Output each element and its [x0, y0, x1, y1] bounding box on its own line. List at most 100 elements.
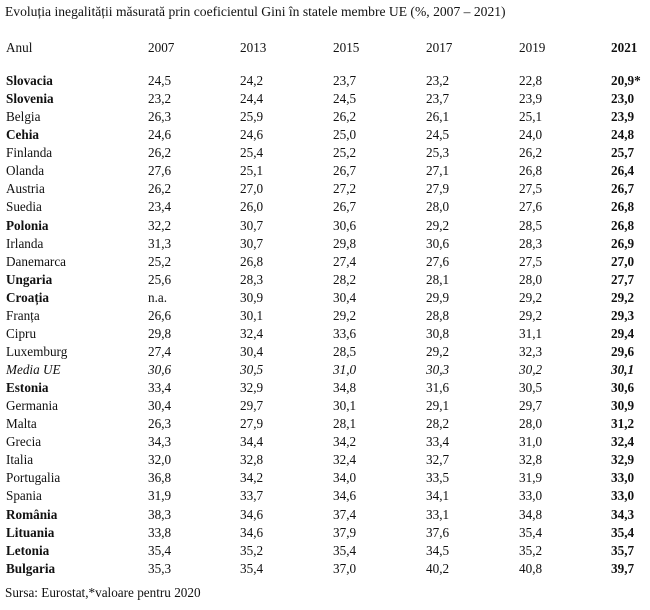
gini-value: 31,2: [611, 416, 635, 432]
gini-value: 28,5: [333, 343, 357, 359]
country-name: Franța: [6, 307, 40, 323]
source-note: Sursa: Eurostat,*valoare pentru 2020: [5, 585, 201, 600]
gini-value: 34,6: [240, 506, 264, 522]
gini-value: 35,7: [611, 542, 635, 558]
table-row: Luxemburg 27,4 30,4 28,5 29,2 32,3 29,6: [0, 343, 650, 361]
gini-value: 23,7: [426, 91, 450, 107]
country-name: Croația: [6, 289, 49, 305]
gini-value: 24,8: [611, 127, 635, 143]
gini-value: 34,1: [426, 488, 450, 504]
gini-value: 31,0: [333, 362, 357, 377]
gini-value: 25,3: [426, 145, 450, 161]
gini-value: 27,0: [240, 181, 264, 197]
gini-value: 28,0: [519, 271, 543, 287]
country-name: Olanda: [6, 163, 45, 179]
table-row: Finlanda 26,2 25,4 25,2 25,3 26,2 25,7: [0, 144, 650, 162]
gini-value: 33,1: [426, 506, 450, 522]
gini-value: 30,4: [240, 343, 264, 359]
gini-value: 27,6: [519, 199, 543, 215]
table-row: Slovacia 24,5 24,2 23,7 23,2 22,8 20,9*: [0, 72, 650, 90]
gini-value: 23,7: [333, 73, 357, 88]
gini-value: 26,8: [519, 163, 543, 179]
gini-value: 34,6: [333, 488, 357, 504]
gini-value: 34,2: [333, 434, 357, 450]
gini-value: 27,6: [426, 253, 450, 269]
country-name: Slovenia: [6, 91, 54, 107]
gini-value: 29,2: [426, 343, 450, 359]
gini-value: 24,4: [240, 91, 264, 107]
gini-value: 28,3: [519, 235, 543, 251]
gini-value: 34,2: [240, 470, 264, 486]
gini-value: 29,1: [426, 398, 450, 414]
header-2017: 2017: [426, 40, 453, 55]
gini-value: 33,0: [611, 488, 635, 504]
country-name: Estonia: [6, 380, 49, 396]
country-name: Finlanda: [6, 145, 53, 161]
header-2021: 2021: [611, 40, 638, 55]
gini-value: 25,2: [333, 145, 357, 161]
gini-value: 29,3: [611, 307, 635, 323]
gini-value: 34,8: [519, 506, 543, 522]
gini-value: 30,9: [611, 398, 635, 414]
country-name: Austria: [6, 181, 45, 197]
gini-value: 27,6: [148, 163, 172, 179]
gini-value: 29,6: [611, 343, 635, 359]
gini-value: 22,8: [519, 73, 543, 88]
gini-value: 25,0: [333, 127, 357, 143]
gini-value: 33,7: [240, 488, 264, 504]
gini-value: 30,2: [519, 362, 543, 377]
gini-value: 33,8: [148, 524, 172, 540]
gini-value: 25,2: [148, 253, 172, 269]
gini-value: 31,6: [426, 380, 450, 396]
gini-value: 26,6: [148, 307, 172, 323]
table-row: Ungaria 25,6 28,3 28,2 28,1 28,0 27,7: [0, 271, 650, 289]
header-year-label: Anul: [6, 40, 33, 55]
country-name: Belgia: [6, 109, 41, 125]
table-row: Polonia 32,2 30,7 30,6 29,2 28,5 26,8: [0, 217, 650, 235]
gini-value: 29,8: [333, 235, 357, 251]
country-name: Slovacia: [6, 73, 53, 88]
table-row: Italia 32,0 32,8 32,4 32,7 32,8 32,9: [0, 451, 650, 469]
gini-value: 27,9: [426, 181, 450, 197]
gini-value: 34,4: [240, 434, 264, 450]
gini-value: 32,4: [333, 452, 357, 468]
gini-value: 27,1: [426, 163, 450, 179]
gini-value: 34,0: [333, 470, 357, 486]
country-name: Cehia: [6, 127, 39, 143]
gini-value: 30,5: [240, 362, 264, 377]
gini-value: 26,2: [519, 145, 543, 161]
gini-value: 28,0: [426, 199, 450, 215]
country-name: Lituania: [6, 524, 55, 540]
gini-value: 37,6: [426, 524, 450, 540]
gini-value: 28,2: [426, 416, 450, 432]
gini-value: 30,5: [519, 380, 543, 396]
gini-value: 20,9*: [611, 73, 641, 88]
country-name: Portugalia: [6, 470, 61, 486]
gini-value: 30,7: [240, 217, 264, 233]
header-2015: 2015: [333, 40, 360, 55]
gini-value: 28,3: [240, 271, 264, 287]
gini-value: 27,2: [333, 181, 357, 197]
gini-value: 29,2: [426, 217, 450, 233]
table-row: Danemarca 25,2 26,8 27,4 27,6 27,5 27,0: [0, 253, 650, 271]
gini-value: n.a.: [148, 289, 168, 305]
gini-value: 35,4: [240, 560, 264, 576]
table-row: România 38,3 34,6 37,4 33,1 34,8 34,3: [0, 506, 650, 524]
gini-value: 30,1: [611, 362, 635, 377]
gini-value: 30,4: [148, 398, 172, 414]
gini-value: 28,1: [426, 271, 450, 287]
gini-value: 26,3: [148, 109, 172, 125]
gini-value: 26,3: [148, 416, 172, 432]
gini-value: 27,7: [611, 271, 635, 287]
header-2019: 2019: [519, 40, 546, 55]
country-name: România: [6, 506, 58, 522]
gini-value: 23,4: [148, 199, 172, 215]
gini-value: 27,4: [148, 343, 172, 359]
country-name: Spania: [6, 488, 42, 504]
gini-value: 33,4: [426, 434, 450, 450]
gini-value: 25,4: [240, 145, 264, 161]
gini-value: 32,9: [611, 452, 635, 468]
gini-value: 31,9: [519, 470, 543, 486]
gini-value: 31,9: [148, 488, 172, 504]
country-name: Suedia: [6, 199, 42, 215]
